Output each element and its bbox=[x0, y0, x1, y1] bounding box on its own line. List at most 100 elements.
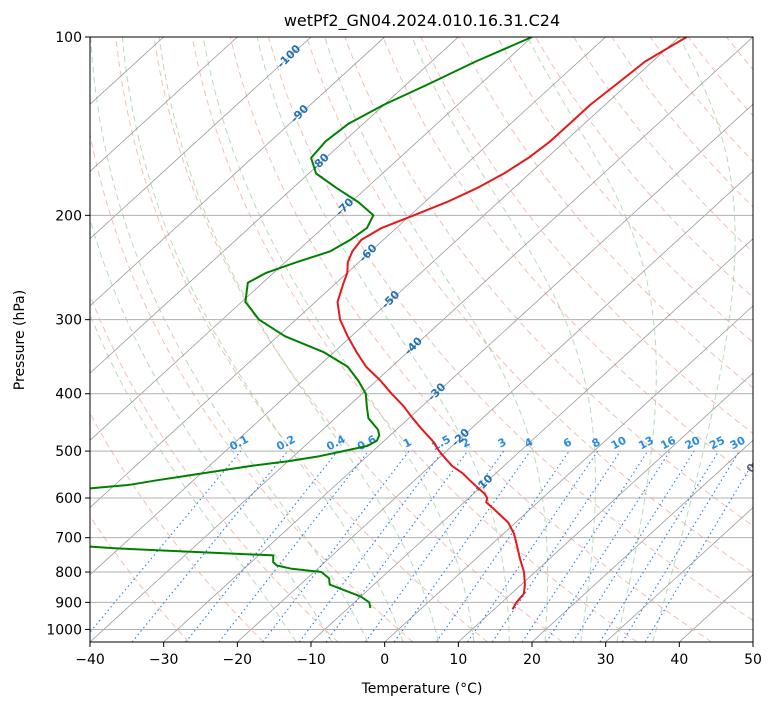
series-lines bbox=[90, 37, 688, 610]
mixing-ratio-line bbox=[644, 461, 753, 642]
y-tick-label: 600 bbox=[55, 491, 82, 507]
dry-adiabat-line bbox=[115, 37, 488, 642]
dry-adiabat-line bbox=[649, 37, 753, 163]
moist-adiabat-line bbox=[652, 37, 736, 642]
y-tick-label: 700 bbox=[55, 531, 82, 547]
mixing-ratio-label: 0.6 bbox=[355, 433, 379, 454]
isotherm-line bbox=[458, 372, 753, 642]
x-axis-ticks: −40 −30 −20 −10 0 10 20 30 40 50 bbox=[75, 642, 762, 668]
x-axis-label: Temperature (°C) bbox=[361, 681, 483, 697]
dry-adiabat-line bbox=[496, 37, 753, 344]
dry-adiabat-line bbox=[306, 37, 753, 574]
isotherm-line bbox=[384, 305, 753, 642]
y-tick-label: 300 bbox=[55, 313, 82, 329]
mixing-ratio-line bbox=[218, 450, 369, 642]
temperature-profile-line bbox=[336, 37, 688, 610]
mixing-ratio-line bbox=[90, 450, 242, 634]
y-tick-label: 800 bbox=[55, 565, 82, 581]
dry-adiabat-line bbox=[153, 37, 563, 642]
x-tick-label: 30 bbox=[597, 652, 615, 668]
plot-frame bbox=[89, 36, 754, 643]
moist-adiabat-line bbox=[202, 37, 475, 642]
moist-adiabat-line bbox=[90, 217, 333, 642]
isotherm-line bbox=[531, 439, 753, 642]
x-tick-label: −40 bbox=[75, 652, 105, 668]
y-tick-label: 200 bbox=[55, 208, 82, 224]
moist-adiabat-line bbox=[90, 37, 369, 642]
isotherm-line bbox=[605, 507, 753, 642]
dry-adiabat-line bbox=[90, 412, 264, 642]
mixing-ratio-label: 13 bbox=[636, 434, 656, 453]
dry-adiabat-line bbox=[726, 37, 753, 71]
moist-adiabat-line bbox=[158, 37, 439, 642]
x-tick-label: 40 bbox=[670, 652, 688, 668]
mixing-ratio-label: 10 bbox=[609, 433, 629, 452]
mixing-ratio-label: 16 bbox=[658, 434, 678, 453]
mixing-ratio-line bbox=[572, 450, 695, 642]
mixing-ratio-line bbox=[325, 450, 468, 642]
dry-adiabat-line bbox=[344, 37, 753, 527]
dry-adiabat-line bbox=[268, 37, 753, 622]
dry-adiabat-line bbox=[90, 131, 414, 642]
moist-adiabat-line bbox=[527, 37, 657, 642]
dry-adiabat-line bbox=[611, 37, 753, 208]
isotherm-line bbox=[90, 37, 753, 642]
isotherm-line bbox=[90, 37, 238, 172]
mixing-ratio-line bbox=[262, 450, 410, 642]
mixing-ratio-line bbox=[131, 450, 289, 642]
y-axis-ticks: 100 200 300 400 500 600 700 800 900 1000 bbox=[46, 30, 90, 638]
x-tick-label: −30 bbox=[149, 652, 179, 668]
y-tick-label: 1000 bbox=[46, 622, 82, 638]
isotherm-line bbox=[163, 103, 753, 642]
dry-adiabat-line bbox=[382, 37, 753, 481]
mixing-ratio-label: 25 bbox=[707, 434, 727, 453]
background-line-labels: 0.1 0.2 0.4 0.6 1 1.5 2 3 4 6 8 10 13 16 20 25 30-100-90… bbox=[227, 42, 759, 495]
mixing-ratio-line bbox=[185, 450, 339, 642]
mixing-ratio-label: 20 bbox=[683, 433, 703, 452]
chart-title: wetPf2_GN04.2024.010.16.31.C24 bbox=[284, 11, 560, 31]
y-tick-label: 100 bbox=[55, 30, 82, 46]
mixing-ratio-line bbox=[435, 450, 570, 642]
y-axis-label: Pressure (hPa) bbox=[12, 290, 28, 390]
dry-adiabat-line bbox=[229, 37, 712, 642]
mixing-ratio-line bbox=[364, 450, 505, 642]
isotherm-line bbox=[90, 37, 680, 576]
isotherm-line bbox=[90, 37, 459, 374]
mixing-ratio-label: 0.2 bbox=[274, 433, 297, 454]
mixing-ratio-label: 6 bbox=[561, 435, 574, 450]
mixing-ratio-label: 4 bbox=[522, 435, 535, 450]
dry-adiabat-line bbox=[765, 37, 775, 642]
mixing-ratio-label: 0.1 bbox=[227, 433, 250, 454]
moist-adiabat-line bbox=[256, 37, 510, 642]
isotherm-line bbox=[752, 641, 753, 642]
isotherm-line bbox=[310, 238, 753, 642]
mixing-ratio-line bbox=[521, 450, 649, 642]
isotherm-label: -100 bbox=[275, 42, 304, 71]
x-tick-label: −20 bbox=[223, 652, 253, 668]
y-tick-label: 400 bbox=[55, 387, 82, 403]
moist-adiabat-line bbox=[121, 37, 404, 642]
dry-adiabat-line bbox=[573, 37, 753, 253]
y-tick-label: 900 bbox=[55, 595, 82, 611]
dry-adiabat-line bbox=[90, 515, 190, 642]
moist-adiabat-line bbox=[324, 37, 549, 642]
y-tick-label: 500 bbox=[55, 444, 82, 460]
x-tick-label: −10 bbox=[296, 652, 326, 668]
x-tick-label: 20 bbox=[523, 652, 541, 668]
isotherm-line bbox=[90, 37, 606, 509]
isotherm-line bbox=[237, 170, 753, 642]
mixing-ratio-label: 3 bbox=[496, 435, 509, 450]
moist-adiabat-line bbox=[90, 313, 297, 642]
x-tick-label: 10 bbox=[449, 652, 467, 668]
mixing-ratio-line bbox=[393, 450, 531, 642]
mixing-ratio-line bbox=[545, 450, 671, 642]
mixing-ratio-line bbox=[298, 450, 444, 642]
mixing-ratio-label: 1 bbox=[401, 435, 414, 450]
isotherm-line bbox=[90, 37, 312, 240]
x-tick-label: 50 bbox=[744, 652, 762, 668]
dry-adiabat-line bbox=[90, 293, 339, 642]
dry-adiabat-line bbox=[191, 37, 638, 642]
moist-adiabat-label: 0 bbox=[744, 461, 759, 476]
mixing-ratio-label: 30 bbox=[728, 434, 748, 453]
